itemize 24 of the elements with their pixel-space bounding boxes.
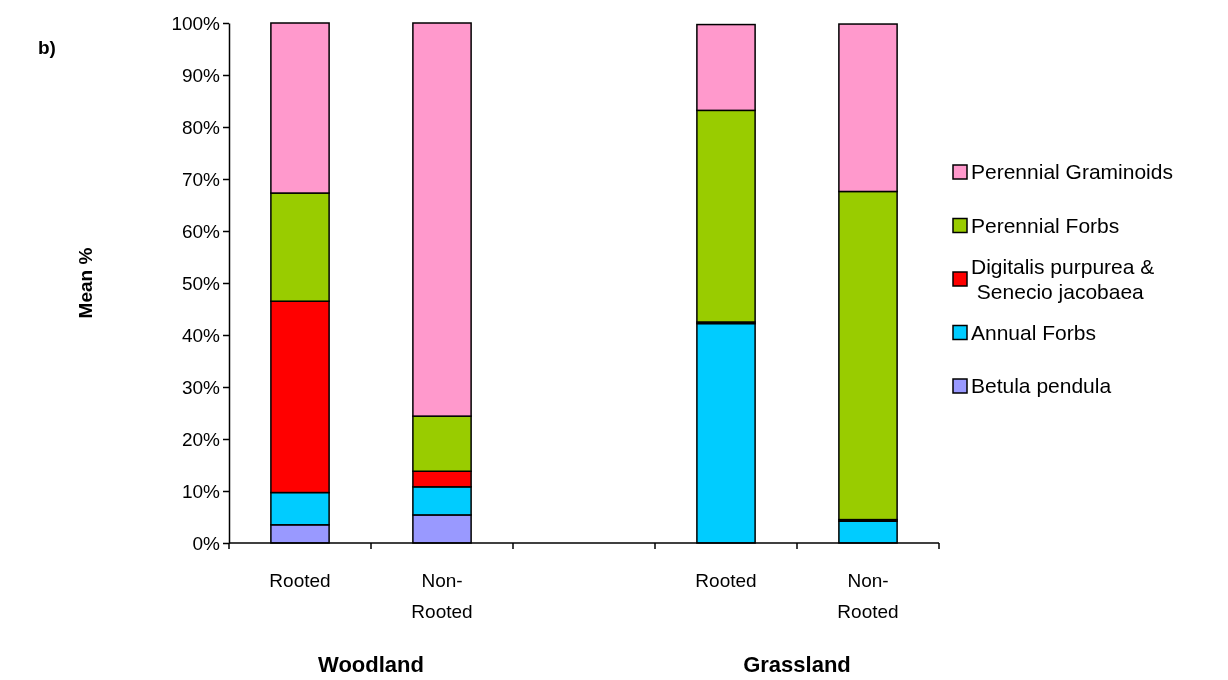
y-tick-label: 30% <box>181 376 221 398</box>
y-tick-label: 0% <box>192 532 221 554</box>
y-tick-label: 70% <box>181 168 221 190</box>
text: Grassland <box>743 652 851 677</box>
legend-label: Perennial Graminoids <box>971 160 1173 183</box>
y-tick-label: 80% <box>181 116 221 138</box>
legend-label: Annual Forbs <box>971 320 1096 344</box>
legend-label: Perennial Forbs <box>971 213 1120 237</box>
y-axis-title: Mean % <box>75 247 96 319</box>
y-tick-label: 50% <box>181 272 221 294</box>
y-tick-label: 20% <box>181 428 221 450</box>
y-tick-label: 40% <box>181 324 221 346</box>
x-tick-label: Rooted <box>269 570 331 591</box>
x-tick-label: Non- Rooted <box>837 570 899 622</box>
y-tick-label: 60% <box>181 220 221 242</box>
legend-label: Digitalis purpurea & Senecio jacobaea <box>971 255 1155 303</box>
y-tick-label: 90% <box>181 64 221 86</box>
y-tick-label: 100% <box>171 12 221 34</box>
y-tick-label: 10% <box>181 480 221 502</box>
text: Woodland <box>318 652 424 677</box>
text: b) <box>38 37 56 58</box>
x-tick-label: Non- Rooted <box>411 570 473 622</box>
x-tick-label: Rooted <box>695 570 757 591</box>
legend-label: Betula pendula <box>971 374 1112 397</box>
